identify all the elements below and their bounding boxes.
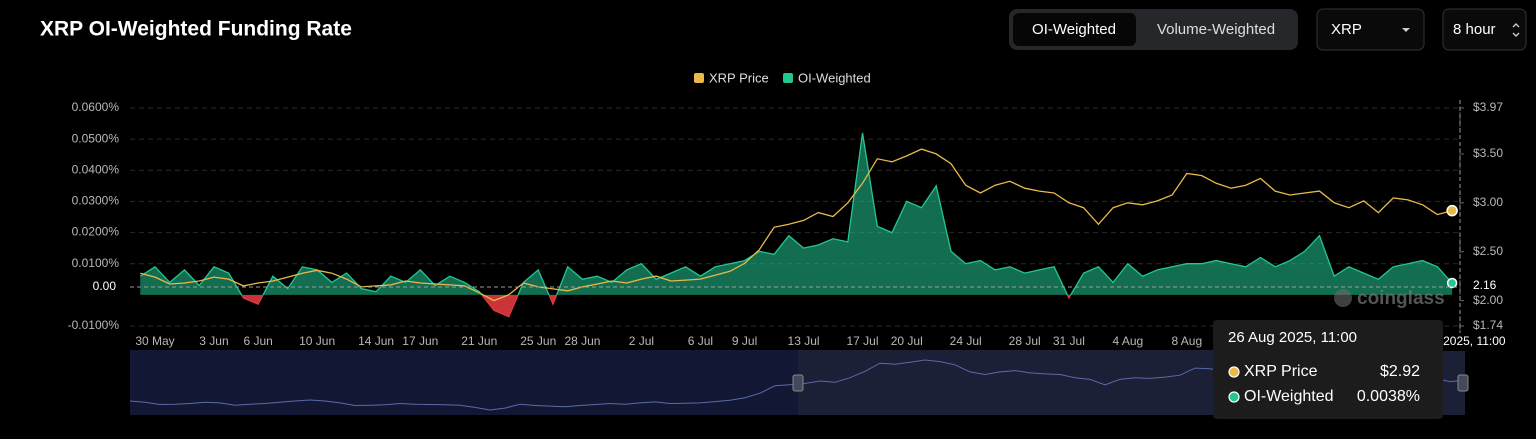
navigator-handle (1457, 374, 1469, 392)
x-tick-label: 25 Jun (520, 334, 556, 348)
tooltip-name: XRP Price (1244, 363, 1318, 380)
y2-tick-label: $3.50 (1473, 146, 1503, 160)
tooltip-dot (1228, 366, 1240, 378)
x-tick-label: 31 Jul (1053, 334, 1085, 348)
x-tick-label: 10 Jun (299, 334, 335, 348)
tooltip (1213, 320, 1443, 419)
coin-select[interactable] (1316, 8, 1425, 51)
x-tick-label: 2 Jul (629, 334, 654, 348)
crosshair-y2-label: 2.16 (1473, 278, 1497, 292)
legend-swatch (694, 73, 704, 83)
price-marker (1446, 204, 1458, 217)
x-tick-label: 30 May (135, 334, 174, 348)
tooltip-value: $2.92 (1380, 363, 1420, 380)
y-tick-label: 0.0500% (72, 131, 120, 145)
watermark: coinglass (1357, 288, 1445, 309)
navigator (130, 350, 798, 415)
price-line (140, 148, 1453, 302)
y-tick-label: 0.0600% (72, 100, 120, 114)
plot: -0.0100% 0.0100% 0.0200% 0.0300% 0.0400% 0.05… (68, 70, 1503, 415)
y-tick-label: 0.0100% (72, 256, 120, 270)
y-tick-label: 0.0400% (72, 162, 120, 176)
x-tick-label: 4 Aug (1112, 334, 1143, 348)
chart-title: XRP OI-Weighted Funding Rate (40, 18, 352, 41)
interval-select-label[interactable]: 8 hour (1453, 21, 1496, 38)
tooltip-dot (1228, 391, 1240, 403)
y2-tick-label: $2.00 (1473, 293, 1503, 307)
interval-select[interactable] (1442, 8, 1527, 51)
legend-swatch (783, 73, 793, 83)
x-tick-label: 17 Jul (847, 334, 879, 348)
x-tick-label: 8 Aug (1171, 334, 1202, 348)
tab-active[interactable] (1013, 13, 1136, 46)
y-tick-label: -0.0100% (68, 318, 120, 332)
funding-area (140, 132, 1453, 317)
tooltip-date: 26 Aug 2025, 11:00 (1228, 329, 1357, 346)
x-tick-label: 13 Jul (788, 334, 820, 348)
y2-tick-label: $2.50 (1473, 244, 1503, 258)
x-tick-label: 28 Jun (564, 334, 600, 348)
funding-marker (1446, 277, 1458, 289)
watermark-logo (1334, 289, 1352, 307)
legend-label: XRP Price (709, 70, 769, 85)
crosshair-y2-box (1466, 277, 1506, 295)
tab[interactable]: Volume-Weighted (1157, 21, 1275, 38)
x-tick-label: 14 Jun (358, 334, 394, 348)
x-tick-label: 28 Jul (1009, 334, 1041, 348)
x-tick-label: 20 Jul (891, 334, 923, 348)
x-tick-label: 6 Jul (688, 334, 713, 348)
y-tick-label: 0.0200% (72, 225, 120, 239)
x-tick-label: 6 Jun (244, 334, 273, 348)
crosshair-y-label: 0.00 (93, 279, 117, 293)
y2-tick-label: $1.74 (1473, 318, 1503, 332)
y2-tick-label: $3.00 (1473, 195, 1503, 209)
y-tick-label: 0.0300% (72, 194, 120, 208)
tab[interactable]: OI-Weighted (1032, 21, 1116, 38)
x-tick-label: 3 Jun (199, 334, 228, 348)
tooltip-value: 0.0038% (1357, 388, 1420, 405)
crosshair-y-box (78, 278, 128, 296)
y2-tick-label: $3.97 (1473, 100, 1503, 114)
chevron (1402, 28, 1410, 32)
updown-icon (1512, 23, 1520, 37)
coin-select-label[interactable]: XRP (1331, 21, 1362, 38)
x-tick-label: 9 Jul (732, 334, 757, 348)
legend-label: OI-Weighted (798, 70, 871, 85)
x-tick-label: 24 Jul (950, 334, 982, 348)
x-tick-label: 21 Jun (461, 334, 497, 348)
x-tick-label: 17 Jun (402, 334, 438, 348)
tooltip-name: OI-Weighted (1244, 388, 1334, 405)
navigator-handle (792, 374, 804, 392)
